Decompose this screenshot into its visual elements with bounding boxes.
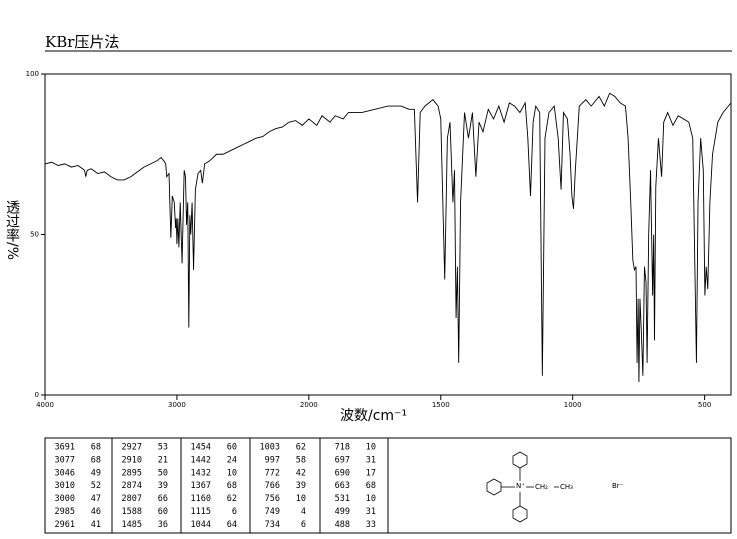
table-cell: 6 [301,520,306,530]
table-cell: 663 [335,481,350,491]
table-cell: 47 [91,494,101,504]
table-cell: 718 [335,443,350,453]
table-cell: 1588 [122,507,142,517]
table-cell: 1367 [191,481,211,491]
x-tick-label: 500 [698,401,711,409]
table-cell: 58 [296,455,306,465]
y-axis-label: 透过率/% [4,200,20,260]
structure-box [387,437,732,534]
x-tick-label: 2000 [300,401,318,409]
x-tick-label: 4000 [36,401,54,409]
table-cell: 10 [227,468,237,478]
table-cell: 3691 [55,443,75,453]
table-cell: 39 [158,481,168,491]
y-tick-label: 50 [30,231,39,239]
table-cell: 42 [296,468,306,478]
table-cell: 3046 [55,468,75,478]
table-cell: 4 [301,507,306,517]
table-cell: 62 [227,494,237,504]
table-cell: 772 [265,468,280,478]
structure-label: N⁺ [516,482,525,490]
table-cell: 24 [227,455,237,465]
table-cell: 39 [296,481,306,491]
table-cell: 36 [158,520,168,530]
table-cell: 53 [158,443,168,453]
x-tick-label: 1000 [564,401,582,409]
table-cell: 2874 [122,481,142,491]
structure-drawing [486,451,559,523]
table-cell: 33 [366,520,376,530]
table-cell: 31 [366,507,376,517]
table-cell: 3000 [55,494,75,504]
table-cell: 68 [366,481,376,491]
structure-label: Br⁻ [612,482,624,490]
table-cell: 31 [366,455,376,465]
table-cell: 734 [265,520,280,530]
table-cell: 756 [265,494,280,504]
table-cell: 6 [232,507,237,517]
table-cell: 1432 [191,468,211,478]
table-cell: 2807 [122,494,142,504]
table-cell: 1003 [260,443,280,453]
table-cell: 21 [158,455,168,465]
structure-label: CH₂ [535,483,548,491]
table-cell: 1454 [191,443,211,453]
table-cell: 2927 [122,443,142,453]
y-tick-label: 100 [26,70,39,78]
table-cell: 52 [91,481,101,491]
table-cell: 499 [335,507,350,517]
table-cell: 2985 [55,507,75,517]
table-cell: 1115 [191,507,211,517]
table-cell: 690 [335,468,350,478]
table-cell: 49 [91,468,101,478]
table-cell: 64 [227,520,237,530]
table-cell: 749 [265,507,280,517]
table-cell: 10 [296,494,306,504]
table-cell: 1485 [122,520,142,530]
table-cell: 50 [158,468,168,478]
table-cell: 2895 [122,468,142,478]
table-cell: 10 [366,443,376,453]
table-cell: 60 [227,443,237,453]
plot-frame [44,73,732,396]
x-axis-label: 波数/cm⁻¹ [340,408,407,424]
table-cell: 1160 [191,494,211,504]
table-cell: 3010 [55,481,75,491]
table-cell: 60 [158,507,168,517]
table-cell: 68 [91,443,101,453]
y-tick-label: 0 [35,391,39,399]
table-cell: 3077 [55,455,75,465]
table-cell: 66 [158,494,168,504]
table-cell: 68 [91,455,101,465]
table-cell: 997 [265,455,280,465]
table-cell: 1442 [191,455,211,465]
structure-label: CH₃ [560,483,573,491]
table-cell: 10 [366,494,376,504]
table-cell: 17 [366,468,376,478]
table-cell: 62 [296,443,306,453]
table-cell: 68 [227,481,237,491]
chart-title: KBr压片法 [45,33,119,51]
table-cell: 531 [335,494,350,504]
x-tick-label: 1500 [432,401,450,409]
table-cell: 766 [265,481,280,491]
table-cell: 2961 [55,520,75,530]
table-cell: 488 [335,520,350,530]
table-cell: 1044 [191,520,211,530]
spectrum-line [44,92,732,383]
table-cell: 41 [91,520,101,530]
x-tick-label: 3000 [168,401,186,409]
table-cell: 2910 [122,455,142,465]
table-cell: 697 [335,455,350,465]
table-cell: 46 [91,507,101,517]
